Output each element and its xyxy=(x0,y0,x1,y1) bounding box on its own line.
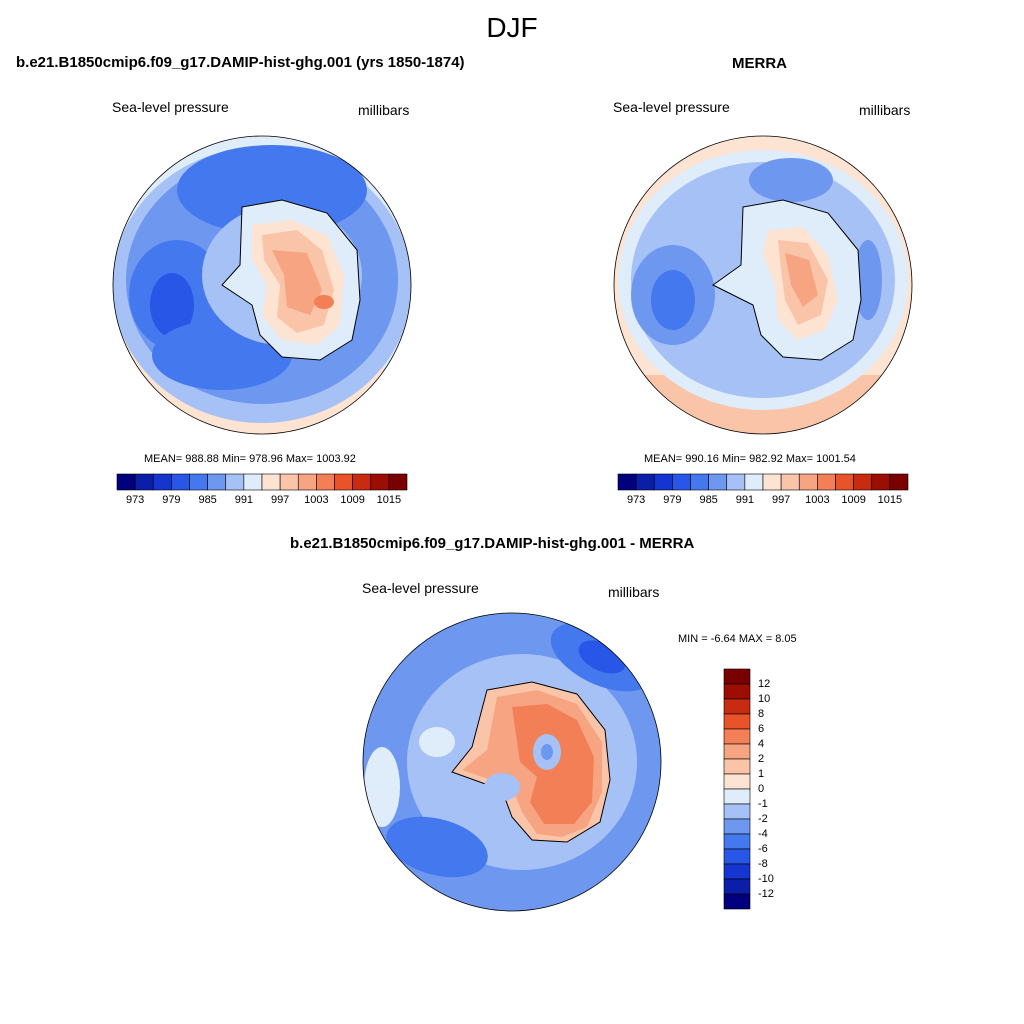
colorbar-tick-label: 991 xyxy=(234,494,254,506)
colorbar-box xyxy=(723,818,751,835)
colorbar-box xyxy=(853,473,873,491)
colorbar-tick-label: 997 xyxy=(270,494,290,506)
colorbar-box xyxy=(723,878,751,895)
colorbar-box xyxy=(723,863,751,880)
colorbar-box xyxy=(871,473,891,491)
colorbar-box xyxy=(723,668,751,685)
colorbar-box xyxy=(726,473,746,491)
colorbar-box xyxy=(744,473,764,491)
colorbar-box xyxy=(723,728,751,745)
colorbar-box xyxy=(889,473,909,491)
colorbar-tick-label: 2 xyxy=(758,753,765,765)
colorbar-box xyxy=(225,473,245,491)
colorbar-box xyxy=(798,473,818,491)
colorbar-box xyxy=(723,803,751,820)
colorbar-tick-label: 1003 xyxy=(304,494,329,506)
colorbar-tick-label: 4 xyxy=(758,738,765,750)
colorbar-box xyxy=(152,473,172,491)
colorbar-tick-label: 997 xyxy=(771,494,791,506)
figure-title: DJF xyxy=(486,12,538,43)
colorbar-box xyxy=(243,473,263,491)
panel1-variable-label: Sea-level pressure xyxy=(112,99,229,115)
colorbar-box xyxy=(690,473,709,491)
colorbar-box xyxy=(316,473,335,491)
colorbar-tick-label: -6 xyxy=(758,843,768,855)
colorbar-tick-label: 0 xyxy=(758,783,765,795)
colorbar-box xyxy=(388,473,408,491)
colorbar-box xyxy=(723,788,751,805)
colorbar-box xyxy=(723,773,751,790)
colorbar-box xyxy=(116,473,136,491)
colorbar-tick-label: 8 xyxy=(758,708,765,720)
panel3-units-label: millibars xyxy=(608,584,660,600)
colorbar-tick-label: 985 xyxy=(699,494,718,506)
panel2-map xyxy=(613,135,913,435)
colorbar-box xyxy=(835,473,854,491)
colorbar-tick-label: -1 xyxy=(758,798,768,810)
colorbar-tick-label: 1015 xyxy=(376,494,402,506)
colorbar-tick-label: 10 xyxy=(758,693,771,705)
panel1-colorbar xyxy=(116,473,408,491)
colorbar-box xyxy=(617,473,637,491)
panel1-map xyxy=(112,135,412,435)
colorbar-tick-label: 1003 xyxy=(805,494,830,506)
colorbar-box xyxy=(723,743,751,760)
colorbar-box xyxy=(708,473,728,491)
colorbar-box xyxy=(134,473,154,491)
colorbar-tick-label: -12 xyxy=(758,888,774,900)
colorbar-box xyxy=(207,473,227,491)
colorbar-tick-label: 979 xyxy=(663,494,682,506)
colorbar-box xyxy=(635,473,655,491)
colorbar-box xyxy=(723,833,751,850)
colorbar-tick-label: 973 xyxy=(626,494,646,506)
colorbar-tick-label: 1009 xyxy=(340,494,365,506)
panel2-units-label: millibars xyxy=(859,102,911,118)
colorbar-tick-label: 1009 xyxy=(841,494,866,506)
colorbar-box xyxy=(653,473,673,491)
colorbar-box xyxy=(723,848,751,865)
colorbar-box xyxy=(297,473,317,491)
colorbar-tick-label: 991 xyxy=(735,494,755,506)
panel1-units-label: millibars xyxy=(358,102,410,118)
colorbar-tick-label: -8 xyxy=(758,858,768,870)
colorbar-box xyxy=(352,473,372,491)
panel3-colorbar xyxy=(723,668,751,910)
colorbar-box xyxy=(817,473,836,491)
colorbar-tick-label: 973 xyxy=(125,494,145,506)
colorbar-box xyxy=(171,473,190,491)
colorbar-box xyxy=(370,473,390,491)
panel3-variable-label: Sea-level pressure xyxy=(362,580,479,596)
colorbar-box xyxy=(723,713,751,730)
colorbar-box xyxy=(189,473,208,491)
panel3-map xyxy=(362,612,662,912)
colorbar-tick-label: 1015 xyxy=(877,494,903,506)
colorbar-box xyxy=(723,683,751,700)
colorbar-box xyxy=(780,473,800,491)
colorbar-tick-label: 985 xyxy=(198,494,217,506)
colorbar-tick-label: 979 xyxy=(162,494,181,506)
colorbar-tick-label: 12 xyxy=(758,678,771,690)
colorbar-tick-label: -4 xyxy=(758,828,768,840)
colorbar-box xyxy=(723,758,751,775)
colorbar-box xyxy=(279,473,299,491)
panel2-stats: MEAN= 990.16 Min= 982.92 Max= 1001.54 xyxy=(644,453,856,465)
colorbar-box xyxy=(334,473,353,491)
colorbar-box xyxy=(672,473,691,491)
colorbar-box xyxy=(723,893,751,910)
colorbar-box xyxy=(723,698,751,715)
panel3-stats: MIN = -6.64 MAX = 8.05 xyxy=(678,633,797,645)
panel1-title: b.e21.B1850cmip6.f09_g17.DAMIP-hist-ghg.… xyxy=(16,54,465,71)
panel2-title: MERRA xyxy=(732,55,787,72)
colorbar-box xyxy=(261,473,281,491)
panel1-stats: MEAN= 988.88 Min= 978.96 Max= 1003.92 xyxy=(144,453,356,465)
panel2-variable-label: Sea-level pressure xyxy=(613,99,730,115)
colorbar-tick-label: -2 xyxy=(758,813,768,825)
colorbar-tick-label: 1 xyxy=(758,768,765,780)
colorbar-tick-label: -10 xyxy=(758,873,774,885)
colorbar-box xyxy=(762,473,782,491)
panel3-title: b.e21.B1850cmip6.f09_g17.DAMIP-hist-ghg.… xyxy=(290,535,695,552)
panel2-colorbar xyxy=(617,473,909,491)
colorbar-tick-label: 6 xyxy=(758,723,765,735)
